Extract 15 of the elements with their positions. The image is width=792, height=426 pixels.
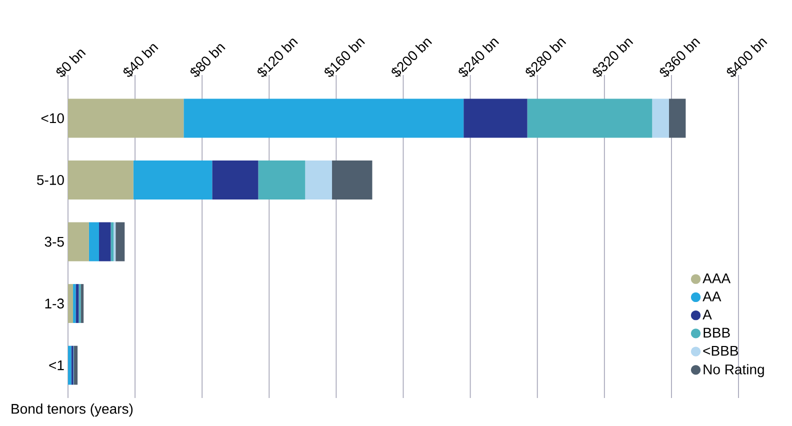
legend-label: A [702,310,712,320]
y-axis-title: Bond tenors (years) [12,404,133,417]
x-tick-label: $0 bn [56,50,86,77]
legend-label: AAA [702,274,731,284]
y-tick-label: 1-3 [45,298,64,308]
y-tick-label: 3-5 [44,236,64,247]
legend-label: <BBB [703,346,738,356]
y-tick-label: <10 [41,113,64,124]
legend-label: No Rating [704,364,764,378]
x-tick-label: $80 bn [190,44,226,77]
legend-label: AA [702,292,722,302]
legend-label: BBB [704,328,730,338]
y-tick-label: <1 [49,360,64,370]
x-tick-label: $40 bn [123,44,158,77]
y-tick-label: 5-10 [37,175,64,185]
